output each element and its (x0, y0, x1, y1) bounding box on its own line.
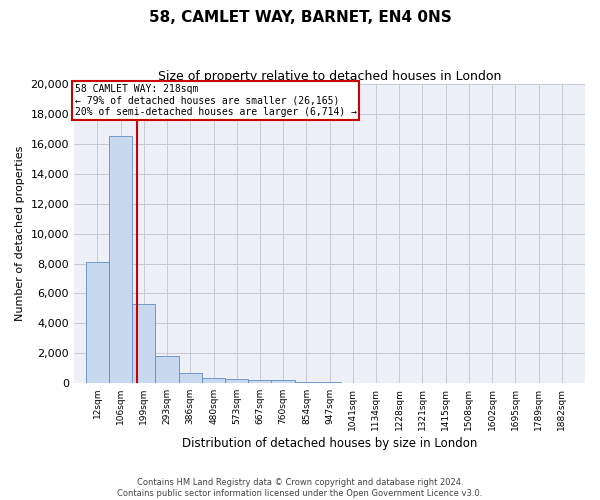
Title: Size of property relative to detached houses in London: Size of property relative to detached ho… (158, 70, 501, 83)
X-axis label: Distribution of detached houses by size in London: Distribution of detached houses by size … (182, 437, 477, 450)
Bar (179, 372, 202, 383)
Bar (271, 380, 295, 383)
Bar (155, 356, 179, 383)
Bar (248, 380, 272, 383)
Bar (318, 382, 341, 383)
Bar (132, 304, 155, 383)
Bar (86, 262, 109, 383)
Y-axis label: Number of detached properties: Number of detached properties (15, 146, 25, 322)
Bar (225, 379, 248, 383)
Text: 58 CAMLET WAY: 218sqm
← 79% of detached houses are smaller (26,165)
20% of semi-: 58 CAMLET WAY: 218sqm ← 79% of detached … (74, 84, 356, 117)
Text: Contains HM Land Registry data © Crown copyright and database right 2024.
Contai: Contains HM Land Registry data © Crown c… (118, 478, 482, 498)
Text: 58, CAMLET WAY, BARNET, EN4 0NS: 58, CAMLET WAY, BARNET, EN4 0NS (149, 10, 451, 25)
Bar (202, 378, 225, 383)
Bar (295, 382, 318, 383)
Bar (109, 136, 133, 383)
